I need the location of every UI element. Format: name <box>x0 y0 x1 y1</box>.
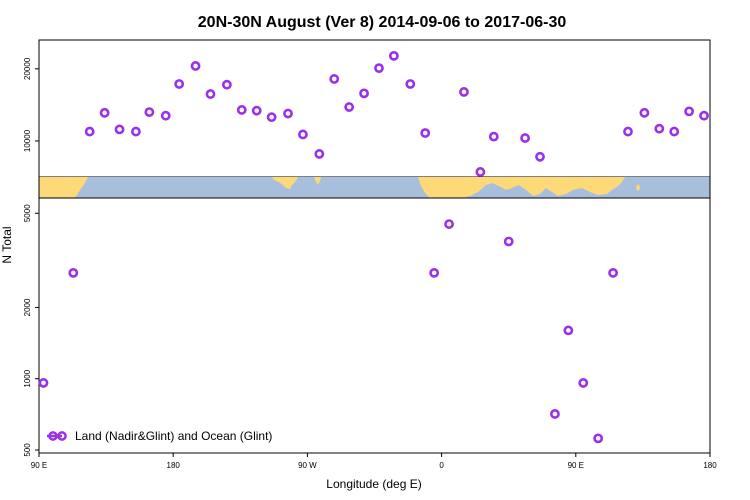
x-axis-label: Longitude (deg E) <box>326 477 421 491</box>
data-point <box>114 124 125 135</box>
data-point <box>344 102 355 112</box>
data-point <box>68 267 79 278</box>
data-point <box>623 126 633 137</box>
data-point <box>174 79 185 89</box>
data-point <box>131 126 141 137</box>
chart-title: 20N-30N August (Ver 8) 2014-09-06 to 201… <box>198 14 567 31</box>
data-point <box>38 378 49 388</box>
world-map-strip <box>38 177 711 198</box>
data-point <box>608 267 618 278</box>
lower-panel-frame <box>38 197 711 454</box>
data-point <box>144 107 155 118</box>
data-point <box>329 74 340 84</box>
upper-y-tick-label: 10000 <box>23 129 32 152</box>
data-points <box>38 50 709 444</box>
data-point <box>488 131 499 142</box>
data-point <box>593 433 604 444</box>
x-tick-label: 90 W <box>298 461 317 470</box>
data-point <box>444 219 454 229</box>
data-point <box>684 106 695 117</box>
map-land-florida <box>314 177 321 185</box>
map-land-mexico <box>272 177 298 189</box>
data-point <box>535 151 545 162</box>
map-land-taiwan <box>636 184 640 191</box>
data-point <box>459 87 469 97</box>
data-point <box>520 133 531 143</box>
lower-y-tick-label: 2000 <box>23 298 32 316</box>
data-point <box>251 105 262 116</box>
data-point <box>236 105 247 115</box>
data-point <box>160 110 171 121</box>
data-point <box>405 79 416 89</box>
data-point <box>639 107 650 118</box>
legend: Land (Nadir&Glint) and Ocean (Glint) <box>47 429 272 443</box>
lower-y-tick-label: 500 <box>23 443 32 457</box>
data-point <box>563 325 574 336</box>
data-point <box>283 108 293 119</box>
data-point <box>266 112 277 123</box>
x-tick-label: 90 E <box>31 461 47 470</box>
data-point <box>699 110 709 121</box>
upper-panel-frame <box>38 39 711 178</box>
data-point <box>359 88 369 99</box>
legend-marker <box>57 431 67 441</box>
data-point <box>654 123 665 134</box>
data-point <box>205 89 216 99</box>
x-tick-label: 0 <box>439 461 444 470</box>
data-point <box>429 267 440 278</box>
lower-y-tick-label: 1000 <box>23 369 32 387</box>
axes: 90 E 180 90 W 0 90 E 180 10000 20000 500 1000 2000… <box>23 57 717 470</box>
data-point <box>669 126 680 137</box>
data-point <box>374 63 384 74</box>
data-point <box>190 61 201 71</box>
map-land-africa-asia <box>418 177 625 198</box>
data-point <box>84 126 95 137</box>
data-point <box>420 128 431 138</box>
upper-y-tick-label: 20000 <box>23 57 32 80</box>
data-point <box>475 167 486 177</box>
data-point <box>221 79 232 90</box>
data-point <box>99 107 110 118</box>
data-point <box>503 236 514 247</box>
data-point <box>314 149 325 159</box>
data-point <box>298 129 308 140</box>
legend-marker <box>48 431 58 441</box>
lower-y-tick-label: 5000 <box>23 204 32 222</box>
x-tick-label: 90 E <box>568 461 584 470</box>
y-axis-label: N Total <box>0 226 14 263</box>
data-point <box>388 50 399 61</box>
data-point <box>578 378 589 388</box>
map-land-asia-west <box>39 177 88 198</box>
x-tick-label: 180 <box>167 461 181 470</box>
legend-label: Land (Nadir&Glint) and Ocean (Glint) <box>75 429 272 443</box>
data-point <box>550 409 560 419</box>
x-tick-label: 180 <box>703 461 717 470</box>
